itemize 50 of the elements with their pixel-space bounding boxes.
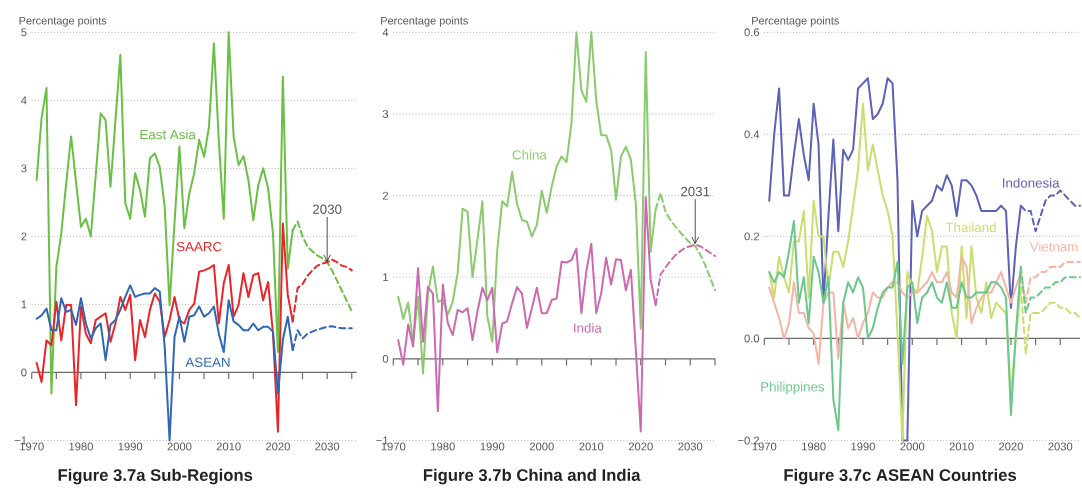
series-label: Indonesia bbox=[1002, 177, 1060, 188]
text: Figure 3.7a Sub-Regions bbox=[58, 468, 253, 485]
y-tick-label: 0 bbox=[382, 354, 389, 363]
y-axis-title: Percentage points bbox=[381, 16, 468, 27]
y-tick-label: 3 bbox=[382, 109, 389, 118]
x-tick-label: 2020 bbox=[999, 442, 1023, 451]
annotation: 2031 bbox=[681, 186, 710, 197]
series-label: East Asia bbox=[140, 129, 196, 140]
x-tick-label: 1990 bbox=[480, 442, 505, 451]
text: Figure 3.7b China and India bbox=[423, 468, 641, 485]
x-tick-label: 2030 bbox=[678, 442, 703, 451]
y-tick-label: 1 bbox=[383, 273, 389, 282]
y-axis-title: Percentage points bbox=[752, 16, 839, 27]
x-tick-label: 2000 bbox=[529, 442, 554, 451]
series-label: India bbox=[574, 322, 602, 333]
x-tick-label: 1980 bbox=[802, 442, 826, 451]
y-tick-label: 5 bbox=[21, 28, 27, 37]
y-tick-label: 2 bbox=[382, 191, 389, 200]
x-tick-label: 1980 bbox=[431, 442, 455, 451]
series-label: Thailand bbox=[945, 222, 996, 233]
y-tick-label: 0.2 bbox=[744, 232, 760, 241]
x-tick-label: 2010 bbox=[579, 442, 604, 451]
series-label: Vietnam bbox=[1029, 241, 1078, 252]
y-tick-label: 0.6 bbox=[744, 28, 760, 37]
x-tick-label: 1990 bbox=[851, 442, 875, 451]
y-tick-label: 2 bbox=[21, 232, 27, 241]
y-tick-label: 1 bbox=[21, 300, 27, 309]
x-tick-label: 1990 bbox=[118, 442, 143, 451]
x-tick-label: 2010 bbox=[216, 442, 241, 451]
x-tick-label: 2000 bbox=[900, 442, 925, 451]
x-tick-label: 2000 bbox=[167, 442, 192, 451]
y-axis-title: Percentage points bbox=[19, 16, 107, 27]
y-tick-label: 4 bbox=[382, 28, 389, 37]
x-tick-label: 1980 bbox=[69, 442, 93, 451]
y-tick-label: 0.0 bbox=[744, 334, 760, 343]
series-label: ASEAN bbox=[185, 357, 230, 367]
series-label: China bbox=[512, 149, 547, 160]
x-tick-label: 2030 bbox=[1048, 442, 1073, 451]
series-label: SAARC bbox=[176, 241, 222, 252]
text: Figure 3.7c ASEAN Countries bbox=[784, 468, 1017, 485]
x-tick-label: 2020 bbox=[266, 442, 290, 451]
series-label: Philippines bbox=[761, 381, 825, 395]
y-tick-label: 3 bbox=[21, 164, 27, 173]
x-tick-label: 2030 bbox=[315, 442, 340, 451]
y-tick-label: 0 bbox=[21, 368, 27, 377]
y-tick-label: 4 bbox=[21, 96, 27, 105]
y-tick-label: 0.4 bbox=[744, 130, 760, 139]
annotation: 2030 bbox=[313, 204, 342, 214]
x-tick-label: 2020 bbox=[628, 442, 653, 451]
x-tick-label: 2010 bbox=[949, 442, 974, 451]
